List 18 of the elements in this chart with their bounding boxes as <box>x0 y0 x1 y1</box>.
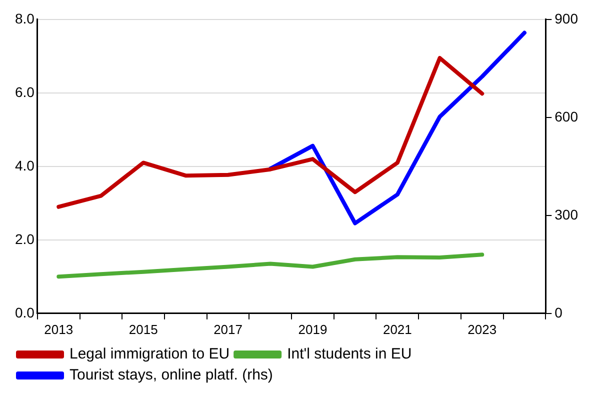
x-tick-label: 2023 <box>468 322 497 337</box>
legend-label: Int'l students in EU <box>287 346 412 363</box>
x-tick-label: 2013 <box>44 322 74 337</box>
legend-label: Legal immigration to EU <box>70 346 230 363</box>
y-tick-label: 6.0 <box>14 84 35 100</box>
y2-tick-label: 600 <box>554 108 578 124</box>
y-tick-label: 2.0 <box>14 230 35 247</box>
y2-tick-label: 0 <box>554 304 563 320</box>
y-tick-label: 8.0 <box>14 10 35 26</box>
x-tick-label: 2017 <box>214 322 242 337</box>
y2-tick-label: 900 <box>554 10 578 26</box>
x-tick-label: 2021 <box>382 322 412 337</box>
x-tick-label: 2019 <box>298 322 328 337</box>
y2-tick-label: 300 <box>554 206 578 222</box>
x-tick-label: 2015 <box>128 322 158 337</box>
y-tick-label: 0.0 <box>14 304 35 320</box>
y-tick-label: 4.0 <box>14 157 35 174</box>
legend-label: Tourist stays, online platf. (rhs) <box>70 366 273 384</box>
